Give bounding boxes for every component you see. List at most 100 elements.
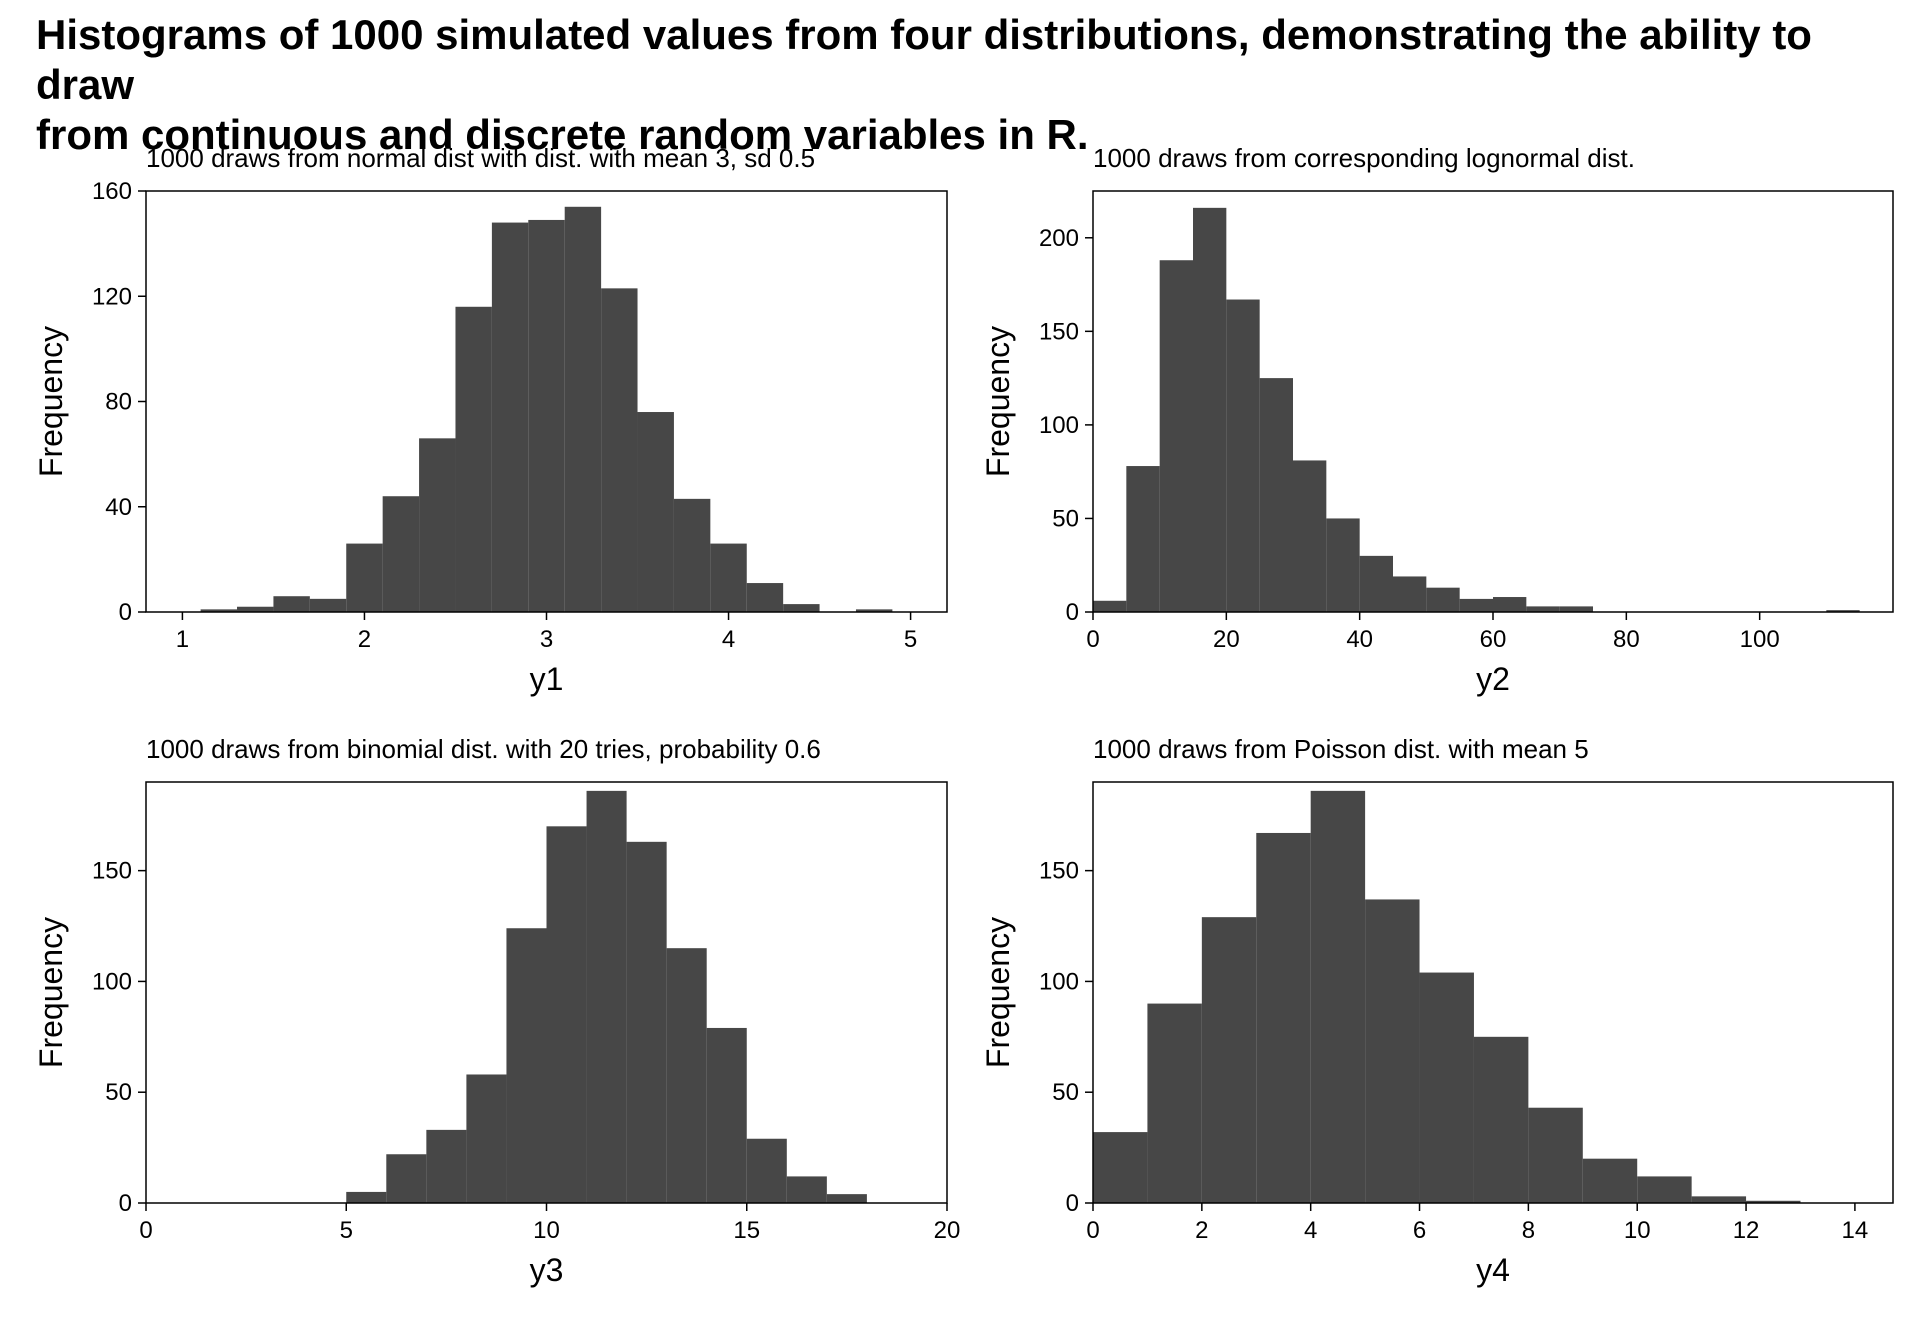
y-tick-label: 50 (105, 1079, 132, 1106)
histogram-bar (746, 583, 784, 612)
histogram-bar (1691, 1196, 1747, 1203)
histogram-bar (506, 928, 547, 1203)
x-tick-label: 3 (540, 626, 553, 653)
x-axis-title: y4 (1476, 1252, 1510, 1288)
x-tick-label: 15 (733, 1217, 760, 1244)
histogram-bar (382, 496, 420, 612)
x-tick-label: 2 (1195, 1217, 1208, 1244)
histogram-bar (455, 306, 492, 612)
plot-frame (1092, 781, 1894, 1204)
x-tick-label: 4 (722, 626, 735, 653)
x-tick-label: 100 (1740, 626, 1780, 653)
y-tick-label: 100 (1039, 412, 1079, 439)
x-tick-label: 80 (1613, 626, 1640, 653)
histogram-bar (826, 1194, 867, 1203)
histogram-bar (1426, 587, 1460, 612)
histogram-bar (1473, 1036, 1529, 1203)
histogram-bar (586, 790, 627, 1203)
histogram-bar (637, 412, 674, 612)
histogram-bar (1093, 1132, 1148, 1203)
y-tick-label: 100 (1039, 968, 1079, 995)
histogram-bar (1528, 1107, 1583, 1203)
y-tick-label: 50 (1052, 505, 1079, 532)
y-tick-label: 160 (92, 178, 132, 205)
figure-title-line-1: Histograms of 1000 simulated values from… (36, 11, 1812, 108)
x-tick-label: 20 (1213, 626, 1240, 653)
histogram-panel-y4: 1000 draws from Poisson dist. with mean … (980, 734, 1894, 1288)
y-tick-label: 40 (105, 494, 132, 521)
x-tick-label: 2 (358, 626, 371, 653)
histogram-bar (1365, 899, 1420, 1203)
x-tick-label: 60 (1480, 626, 1507, 653)
histogram-bar (673, 498, 711, 612)
y-tick-label: 200 (1039, 225, 1079, 252)
y-axis-title: Frequency (33, 917, 69, 1068)
y-tick-label: 50 (1052, 1079, 1079, 1106)
y-tick-label: 150 (1039, 318, 1079, 345)
y-axis-title: Frequency (980, 326, 1016, 477)
histogram-bar (1493, 597, 1527, 612)
histogram-bar (626, 841, 667, 1203)
histogram-bar (1526, 606, 1560, 612)
histogram-bar (1746, 1200, 1801, 1203)
histogram-bar (1256, 832, 1311, 1203)
x-tick-label: 1 (176, 626, 189, 653)
histogram-bar (601, 288, 638, 612)
x-tick-label: 5 (904, 626, 917, 653)
x-axis-title: y1 (530, 661, 564, 697)
chart-subtitle: 1000 draws from corresponding lognormal … (1093, 143, 1635, 173)
histogram-bar (1147, 1003, 1202, 1203)
histogram-bar (491, 222, 529, 612)
histogram-bar (1359, 555, 1393, 612)
histogram-panel-y3: 1000 draws from binomial dist. with 20 t… (33, 734, 960, 1288)
histogram-bar (273, 596, 310, 612)
histogram-bar (419, 438, 456, 612)
histogram-bar (546, 826, 587, 1203)
y-tick-label: 100 (92, 968, 132, 995)
y-axis-title: Frequency (33, 326, 69, 477)
histogram-bar (746, 1138, 787, 1203)
histogram-panel-y2: 1000 draws from corresponding lognormal … (980, 143, 1894, 697)
histogram-bar (564, 206, 602, 612)
x-tick-label: 0 (1086, 1217, 1099, 1244)
y-axis-title: Frequency (980, 917, 1016, 1068)
figure-title: Histograms of 1000 simulated values from… (36, 10, 1896, 160)
x-tick-label: 4 (1304, 1217, 1317, 1244)
x-tick-label: 12 (1733, 1217, 1760, 1244)
x-tick-label: 10 (1624, 1217, 1651, 1244)
x-tick-label: 5 (340, 1217, 353, 1244)
y-tick-label: 150 (1039, 858, 1079, 885)
histogram-bar (1326, 518, 1360, 612)
histogram-bar (710, 543, 747, 612)
x-tick-label: 6 (1413, 1217, 1426, 1244)
x-axis-title: y2 (1476, 661, 1510, 697)
histogram-bar (1226, 299, 1260, 612)
y-tick-label: 0 (119, 1190, 132, 1217)
histogram-bar (706, 1027, 747, 1203)
x-tick-label: 20 (934, 1217, 961, 1244)
histogram-bar (426, 1129, 467, 1203)
histogram-bar (1310, 790, 1366, 1203)
histogram-bar (1559, 606, 1593, 612)
histogram-bar (786, 1176, 827, 1203)
histogram-bar (346, 1191, 387, 1203)
histogram-bar (1093, 600, 1127, 612)
histogram-bar (528, 219, 565, 612)
chart-subtitle: 1000 draws from normal dist with dist. w… (146, 143, 815, 173)
histogram-bar (1459, 598, 1493, 612)
histogram-bar (386, 1154, 427, 1203)
y-tick-label: 120 (92, 283, 132, 310)
histogram-bar (1126, 466, 1160, 612)
chart-subtitle: 1000 draws from binomial dist. with 20 t… (146, 734, 821, 764)
x-tick-label: 0 (1086, 626, 1099, 653)
histogram-bar (346, 543, 383, 612)
x-tick-label: 14 (1842, 1217, 1869, 1244)
histogram-bar (1582, 1158, 1638, 1203)
x-axis-title: y3 (530, 1252, 564, 1288)
x-tick-label: 40 (1346, 626, 1373, 653)
y-tick-label: 0 (1066, 599, 1079, 626)
y-tick-label: 150 (92, 858, 132, 885)
histogram-bar (1826, 610, 1860, 612)
histogram-bar (1259, 378, 1293, 612)
